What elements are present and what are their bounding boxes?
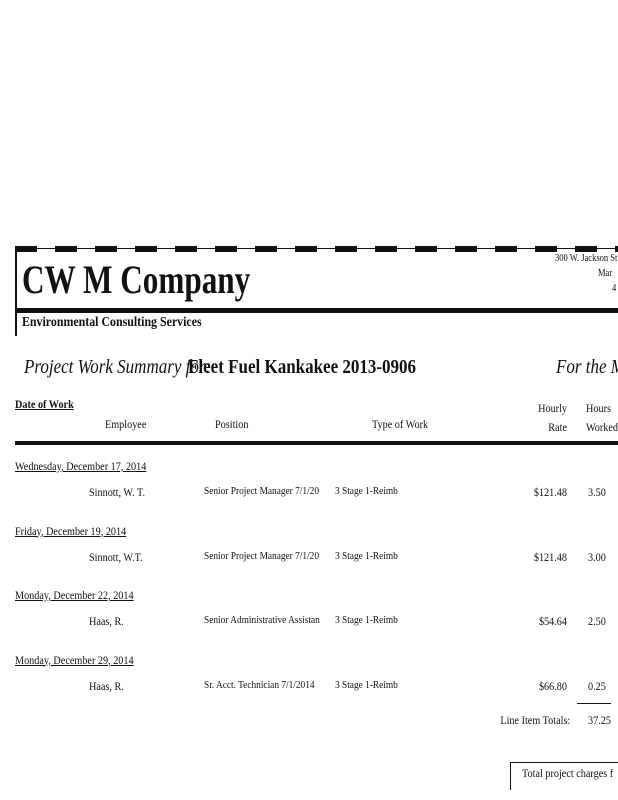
position: Senior Project Manager 7/1/20 [204,549,320,562]
work-type: 3 Stage 1-Reimb [335,485,398,497]
hours: 3.00 [588,549,606,564]
top-line [15,248,618,249]
position: Senior Project Manager 7/1/20 [204,485,320,497]
hourly-rate: $121.48 [533,549,567,564]
employee: Haas, R. [89,678,124,693]
work-date: Monday, December 22, 2014 [15,588,134,602]
charges-box [510,762,618,763]
work-date: Monday, December 29, 2014 [15,652,134,667]
employee: Sinnott, W. T. [89,485,146,499]
project-name: Fleet Fuel Kankakee 2013-0906 [188,356,417,378]
hours: 0.25 [588,678,606,693]
column-header: Type of Work [372,417,429,431]
company-name: CW M Company [22,257,251,302]
employee: Sinnott, W.T. [89,549,143,564]
thick-rule [15,308,618,313]
charges-label: Total project charges f [522,766,614,780]
column-header: Date of Work [15,397,74,411]
header-rule [15,441,618,445]
position: Senior Administrative Assistan [204,614,320,626]
work-type: 3 Stage 1-Reimb [335,614,398,626]
hourly-rate: $121.48 [533,485,567,499]
work-date: Wednesday, December 17, 2014 [15,459,147,473]
address-line: 300 W. Jackson St [555,253,618,264]
column-header: Rate [548,420,567,434]
column-header: Hours [586,401,611,415]
address-line: 4 [612,283,617,294]
hours: 3.50 [588,485,606,499]
dashed-rule [15,246,618,252]
report-label: Project Work Summary for: [24,356,212,378]
employee: Haas, R. [89,614,124,628]
hours: 2.50 [588,614,606,628]
work-type: 3 Stage 1-Reimb [335,549,398,562]
left-line [15,248,17,336]
column-header: Worked [586,420,618,434]
column-header: Hourly [538,401,567,415]
period: For the M [556,356,618,378]
column-header: Position [215,417,249,431]
totals-label: Line Item Totals: [500,713,570,727]
column-header: Employee [105,417,147,431]
work-date: Friday, December 19, 2014 [15,523,127,538]
work-type: 3 Stage 1-Reimb [335,678,398,691]
hourly-rate: $66.80 [538,678,567,693]
position: Sr. Acct. Technician 7/1/2014 [204,678,315,691]
charges-box [510,762,511,790]
address-line: Mar [598,268,613,279]
tagline: Environmental Consulting Services [22,315,202,330]
totals-hours: 37.25 [588,713,611,727]
totals-rule [577,703,611,704]
hourly-rate: $54.64 [538,614,567,628]
